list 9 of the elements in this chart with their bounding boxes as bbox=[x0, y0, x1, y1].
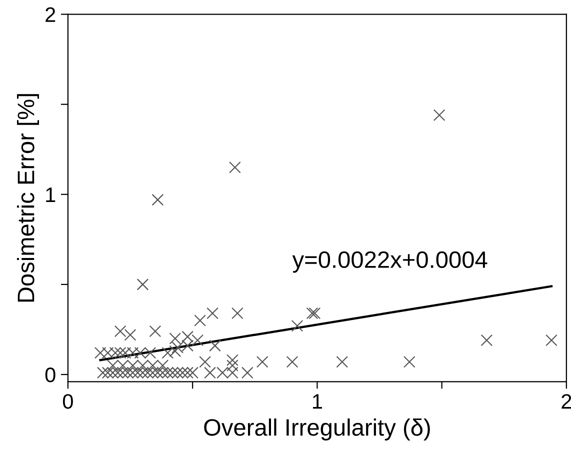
x-tick-label: 0 bbox=[62, 394, 73, 409]
y-tick-label: 1 bbox=[46, 188, 56, 202]
annotation: y=0.0022x+0.0004 bbox=[292, 251, 488, 273]
x-tick-label: 2 bbox=[562, 394, 571, 409]
x-tick-label: 1 bbox=[312, 394, 322, 409]
x-axis-title: Overall Irregularity (δ) bbox=[204, 418, 430, 440]
y-tick-label: 0 bbox=[45, 368, 56, 382]
y-axis-title: Dosimetric Error [%] bbox=[16, 94, 40, 302]
y-tick-label: 2 bbox=[46, 7, 56, 22]
